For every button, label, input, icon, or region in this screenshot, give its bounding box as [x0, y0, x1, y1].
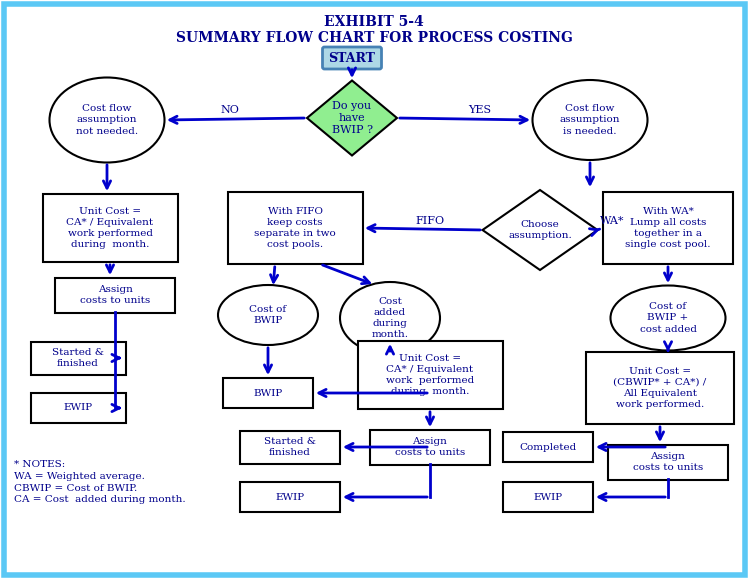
Text: Assign
costs to units: Assign costs to units: [633, 452, 703, 472]
Text: Unit Cost =
CA* / Equivalent
work  performed
during  month.: Unit Cost = CA* / Equivalent work perfor…: [386, 354, 474, 396]
Text: Cost
added
during
month.: Cost added during month.: [372, 297, 408, 339]
FancyBboxPatch shape: [323, 47, 381, 69]
Bar: [55, 277, 175, 313]
Text: Started &
finished: Started & finished: [52, 348, 104, 368]
Bar: [357, 341, 503, 409]
Text: FIFO: FIFO: [416, 216, 445, 226]
Text: Cost of
BWIP: Cost of BWIP: [249, 305, 287, 325]
Bar: [43, 194, 178, 262]
Bar: [503, 482, 593, 512]
Text: Assign
costs to units: Assign costs to units: [80, 285, 150, 305]
Bar: [31, 342, 126, 375]
Bar: [31, 393, 126, 423]
Ellipse shape: [340, 282, 440, 354]
Bar: [370, 430, 490, 464]
Text: Cost flow
assumption
not needed.: Cost flow assumption not needed.: [76, 104, 138, 135]
Text: WA*: WA*: [600, 216, 624, 226]
Text: With FIFO
keep costs
separate in two
cost pools.: With FIFO keep costs separate in two cos…: [254, 207, 336, 249]
Bar: [603, 192, 733, 264]
Bar: [228, 192, 363, 264]
Text: Started &
finished: Started & finished: [264, 437, 316, 457]
Text: * NOTES:
WA = Weighted average.
CBWIP = Cost of BWIP.
CA = Cost  added during mo: * NOTES: WA = Weighted average. CBWIP = …: [14, 460, 186, 504]
Bar: [608, 445, 728, 479]
Ellipse shape: [610, 285, 726, 350]
Text: EXHIBIT 5-4: EXHIBIT 5-4: [324, 15, 424, 29]
Text: YES: YES: [468, 105, 491, 115]
Bar: [223, 378, 313, 408]
Text: BWIP: BWIP: [253, 389, 282, 398]
Bar: [240, 482, 340, 512]
Text: Unit Cost =
CA* / Equivalent
work performed
during  month.: Unit Cost = CA* / Equivalent work perfor…: [67, 207, 154, 249]
Ellipse shape: [533, 80, 647, 160]
Text: EWIP: EWIP: [276, 493, 305, 501]
Text: Cost flow
assumption
is needed.: Cost flow assumption is needed.: [560, 104, 620, 135]
Text: NO: NO: [220, 105, 240, 115]
Ellipse shape: [218, 285, 318, 345]
Text: START: START: [329, 52, 375, 64]
Text: Unit Cost =
(CBWIP* + CA*) /
All Equivalent
work performed.: Unit Cost = (CBWIP* + CA*) / All Equival…: [613, 367, 706, 409]
Text: SUMMARY FLOW CHART FOR PROCESS COSTING: SUMMARY FLOW CHART FOR PROCESS COSTING: [175, 31, 572, 45]
Text: With WA*
Lump all costs
together in a
single cost pool.: With WA* Lump all costs together in a si…: [625, 207, 711, 249]
Text: Assign
costs to units: Assign costs to units: [395, 437, 465, 457]
Text: Cost of
BWIP +
cost added: Cost of BWIP + cost added: [640, 302, 697, 334]
Text: Do you
have
BWIP ?: Do you have BWIP ?: [332, 101, 372, 135]
Polygon shape: [482, 190, 598, 270]
Text: EWIP: EWIP: [533, 493, 562, 501]
Text: Completed: Completed: [519, 442, 577, 452]
Bar: [503, 432, 593, 462]
Bar: [240, 431, 340, 464]
Text: EWIP: EWIP: [64, 404, 93, 412]
Polygon shape: [307, 80, 397, 156]
Text: Choose
assumption.: Choose assumption.: [508, 220, 572, 240]
Ellipse shape: [49, 78, 165, 163]
Bar: [586, 352, 734, 424]
